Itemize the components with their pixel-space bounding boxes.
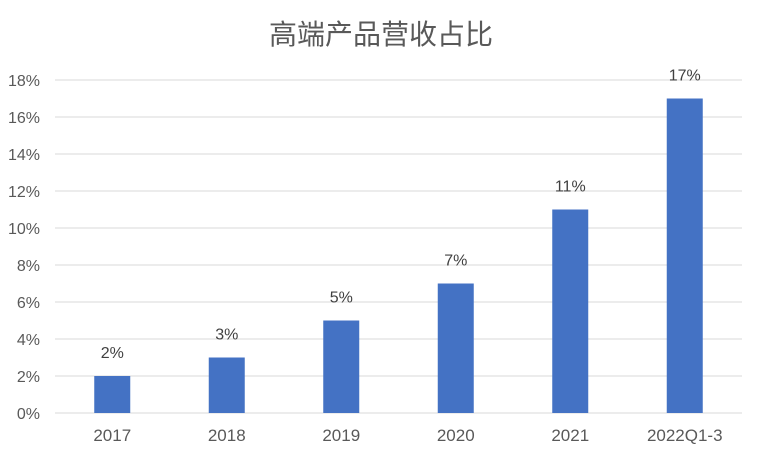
y-tick-label: 4%	[17, 332, 40, 349]
data-labels: 2% 3% 5% 7% 11% 17%	[101, 68, 701, 363]
y-axis-ticks: 0% 2% 4% 6% 8% 10% 12% 14% 16% 18%	[8, 73, 40, 423]
bar	[94, 376, 131, 413]
y-tick-label: 14%	[8, 147, 40, 164]
bar	[552, 209, 589, 413]
data-label: 17%	[669, 68, 701, 85]
y-tick-label: 10%	[8, 221, 40, 238]
y-tick-label: 12%	[8, 184, 40, 201]
x-category-label: 2022Q1-3	[647, 426, 723, 445]
x-category-label: 2017	[93, 426, 131, 445]
data-label: 2%	[101, 345, 124, 362]
y-tick-label: 16%	[8, 110, 40, 127]
chart-title: 高端产品营收占比	[269, 18, 493, 51]
x-category-label: 2019	[322, 426, 360, 445]
bar	[323, 320, 360, 413]
y-tick-label: 18%	[8, 73, 40, 90]
gridlines	[55, 79, 742, 414]
y-tick-label: 0%	[17, 406, 40, 423]
x-category-label: 2018	[208, 426, 246, 445]
y-tick-label: 6%	[17, 295, 40, 312]
x-axis-categories: 2017 2018 2019 2020 2021 2022Q1-3	[93, 426, 722, 445]
data-label: 7%	[444, 253, 467, 270]
x-category-label: 2021	[551, 426, 589, 445]
x-category-label: 2020	[437, 426, 475, 445]
y-tick-label: 2%	[17, 369, 40, 386]
bar	[666, 98, 703, 413]
y-tick-label: 8%	[17, 258, 40, 275]
bar	[437, 283, 474, 413]
data-label: 5%	[330, 290, 353, 307]
bars	[94, 98, 703, 413]
data-label: 3%	[215, 327, 238, 344]
bar	[208, 357, 245, 413]
data-label: 11%	[555, 179, 586, 196]
